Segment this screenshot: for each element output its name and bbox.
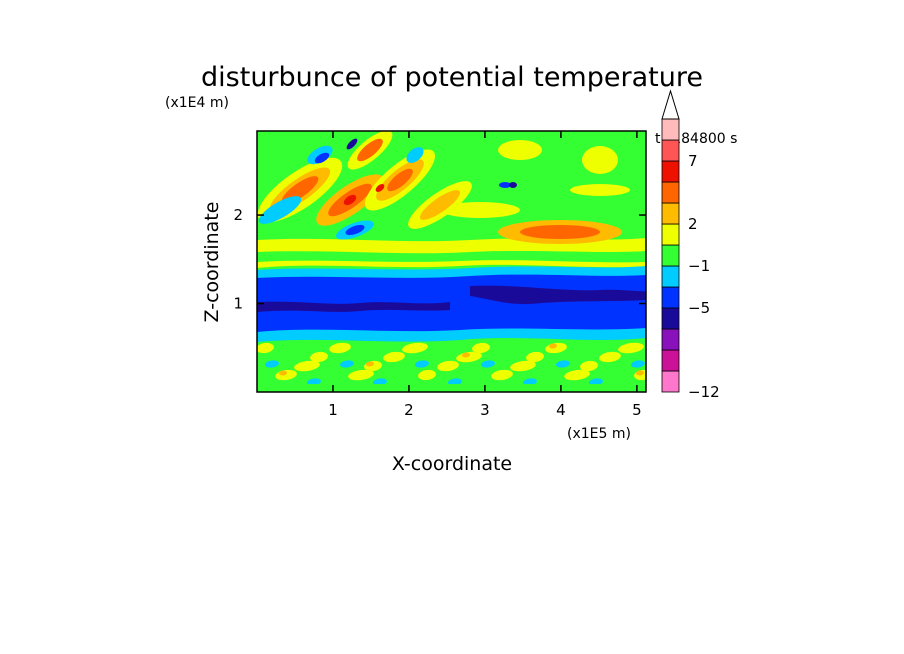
- y-tick-label: 2: [233, 206, 243, 224]
- lower-orange-patch: [549, 343, 557, 349]
- colorbar-level: [661, 223, 680, 246]
- bottom-green-strip: [257, 384, 646, 392]
- right-yellow-lobe-2: [570, 184, 630, 196]
- colorbar-tick-label: 7: [688, 152, 698, 170]
- lower-cyan-patch: [556, 360, 570, 368]
- small-dark-cell: [509, 182, 517, 188]
- wave-packet-crest: [258, 196, 302, 224]
- small-blue-cell: [499, 182, 511, 188]
- wave-red-core: [375, 184, 385, 192]
- lower-cyan-patch: [415, 360, 429, 368]
- colorbar-level: [661, 202, 680, 225]
- colorbar-level: [661, 265, 680, 288]
- y-axis-ticks: 12: [233, 206, 646, 313]
- lower-cyan-patch: [373, 378, 387, 386]
- lower-cyan-patch: [589, 378, 603, 386]
- colorbar-tick-label: 2: [688, 215, 698, 233]
- dark-core-band-left: [257, 301, 450, 312]
- y-scale-label: (x1E4 m): [165, 95, 229, 111]
- colorbar-level: [661, 349, 680, 372]
- lower-yellow-patch: [294, 360, 320, 372]
- x-tick-label: 2: [404, 401, 414, 419]
- x-scale-label: (x1E5 m): [567, 426, 631, 442]
- lower-cyan-patch: [340, 360, 354, 368]
- wave-red-core: [343, 194, 357, 206]
- colorbar-level: [661, 139, 680, 162]
- colorbar-level: [661, 307, 680, 330]
- lower-orange-patch: [279, 370, 287, 376]
- lower-yellow-patch: [599, 351, 621, 363]
- x-axis-ticks: 1 2 3 4 5: [328, 131, 642, 419]
- lower-cyan-patch: [631, 360, 645, 368]
- y-tick-label: 1: [233, 295, 243, 313]
- colorbar-level: [661, 286, 680, 309]
- lower-yellow-patch: [491, 369, 513, 381]
- wave-packet-crest: [357, 138, 383, 162]
- right-orange-core: [520, 225, 600, 239]
- colorbar-level: [661, 181, 680, 204]
- x-axis-label: X-coordinate: [392, 453, 512, 475]
- chart-title: disturbunce of potential temperature: [201, 62, 703, 93]
- lower-yellow-patch: [329, 342, 351, 354]
- lower-orange-patch: [366, 361, 374, 367]
- x-tick-label: 3: [480, 401, 490, 419]
- wave-blue-cell: [314, 152, 330, 164]
- top-mid-yellow: [498, 140, 542, 160]
- colorbar-tick-label: −1: [688, 257, 710, 275]
- lower-yellow-patch: [348, 369, 374, 381]
- x-tick-label: 1: [328, 401, 338, 419]
- lower-yellow-patch: [510, 360, 536, 372]
- lower-yellow-patch: [418, 369, 436, 381]
- lower-orange-patch: [636, 370, 644, 376]
- right-yellow-lobe: [440, 202, 520, 218]
- dark-core-band-right: [470, 285, 646, 305]
- lower-orange-patch: [462, 352, 470, 358]
- colorbar-extend-arrow: [661, 89, 680, 120]
- colorbar-level: [661, 118, 680, 141]
- y-axis-label: Z-coordinate: [201, 202, 223, 323]
- lower-yellow-patch: [437, 360, 459, 372]
- colorbar: 7 2 −1 −5 −12: [661, 89, 720, 401]
- lower-cyan-patch: [523, 378, 537, 386]
- upper-green-line: [257, 251, 646, 263]
- lower-yellow-patch: [472, 342, 490, 354]
- colorbar-tick-label: −12: [688, 383, 720, 401]
- lower-cyan-patch: [481, 360, 495, 368]
- contour-field: [257, 131, 646, 392]
- x-tick-label: 5: [632, 401, 642, 419]
- x-tick-label: 4: [556, 401, 566, 419]
- lower-cyan-patch: [265, 360, 279, 368]
- wave-packet-crest: [406, 147, 424, 163]
- colorbar-level: [661, 370, 680, 393]
- lower-yellow-patch: [526, 351, 544, 363]
- wave-blue-cell: [345, 224, 365, 236]
- lower-yellow-patch: [580, 360, 598, 372]
- lower-cyan-patch: [307, 378, 321, 386]
- lower-yellow-patch: [402, 342, 428, 354]
- lower-yellow-patch: [383, 351, 405, 363]
- colorbar-tick-label: −5: [688, 299, 710, 317]
- lower-yellow-patch: [310, 351, 328, 363]
- wave-packet-crest: [419, 190, 461, 220]
- colorbar-level: [661, 244, 680, 267]
- lower-yellow-patch: [564, 369, 590, 381]
- top-right-yellow: [582, 146, 618, 174]
- wave-packet-crest: [387, 168, 413, 192]
- colorbar-level: [661, 160, 680, 183]
- lower-yellow-patch: [618, 342, 644, 354]
- wave-dark-cell: [346, 138, 358, 150]
- plot-frame: [256, 130, 647, 393]
- lower-yellow-patch: [257, 342, 274, 354]
- colorbar-level: [661, 328, 680, 351]
- lower-cyan-patch: [448, 378, 462, 386]
